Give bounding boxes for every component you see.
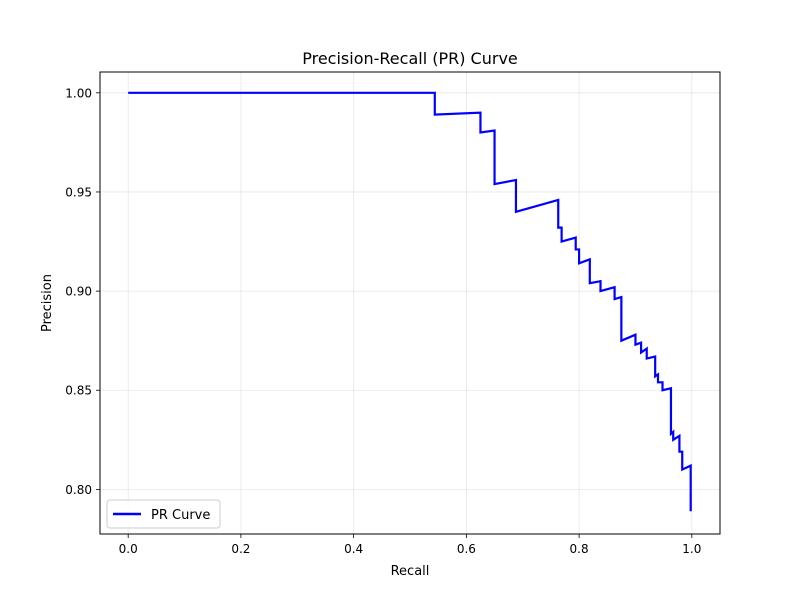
x-tick-label: 0.8 xyxy=(570,542,589,556)
y-axis-ticks: 0.80 0.85 0.90 0.95 1.00 xyxy=(65,86,100,497)
x-tick-label: 0.0 xyxy=(119,542,138,556)
y-tick-label: 0.95 xyxy=(65,185,92,199)
x-axis-label: Recall xyxy=(391,564,430,579)
x-tick-label: 0.6 xyxy=(457,542,476,556)
legend-label-pr-curve: PR Curve xyxy=(151,508,210,523)
y-axis-label: Precision xyxy=(40,274,55,332)
x-axis-ticks: 0.0 0.2 0.4 0.6 0.8 1.0 xyxy=(119,534,701,556)
chart-title: Precision-Recall (PR) Curve xyxy=(302,49,518,68)
axes-frame xyxy=(99,71,721,535)
pr-curve-line xyxy=(128,91,692,512)
legend-box xyxy=(106,499,221,529)
y-tick-label: 0.80 xyxy=(65,483,92,497)
x-tick-label: 0.2 xyxy=(231,542,250,556)
y-tick-label: 0.90 xyxy=(65,285,92,299)
x-tick-label: 1.0 xyxy=(682,542,701,556)
y-tick-label: 1.00 xyxy=(65,86,92,100)
legend: PR Curve xyxy=(106,499,221,529)
y-tick-label: 0.85 xyxy=(65,384,92,398)
x-tick-label: 0.4 xyxy=(344,542,363,556)
plot-series xyxy=(128,91,692,512)
